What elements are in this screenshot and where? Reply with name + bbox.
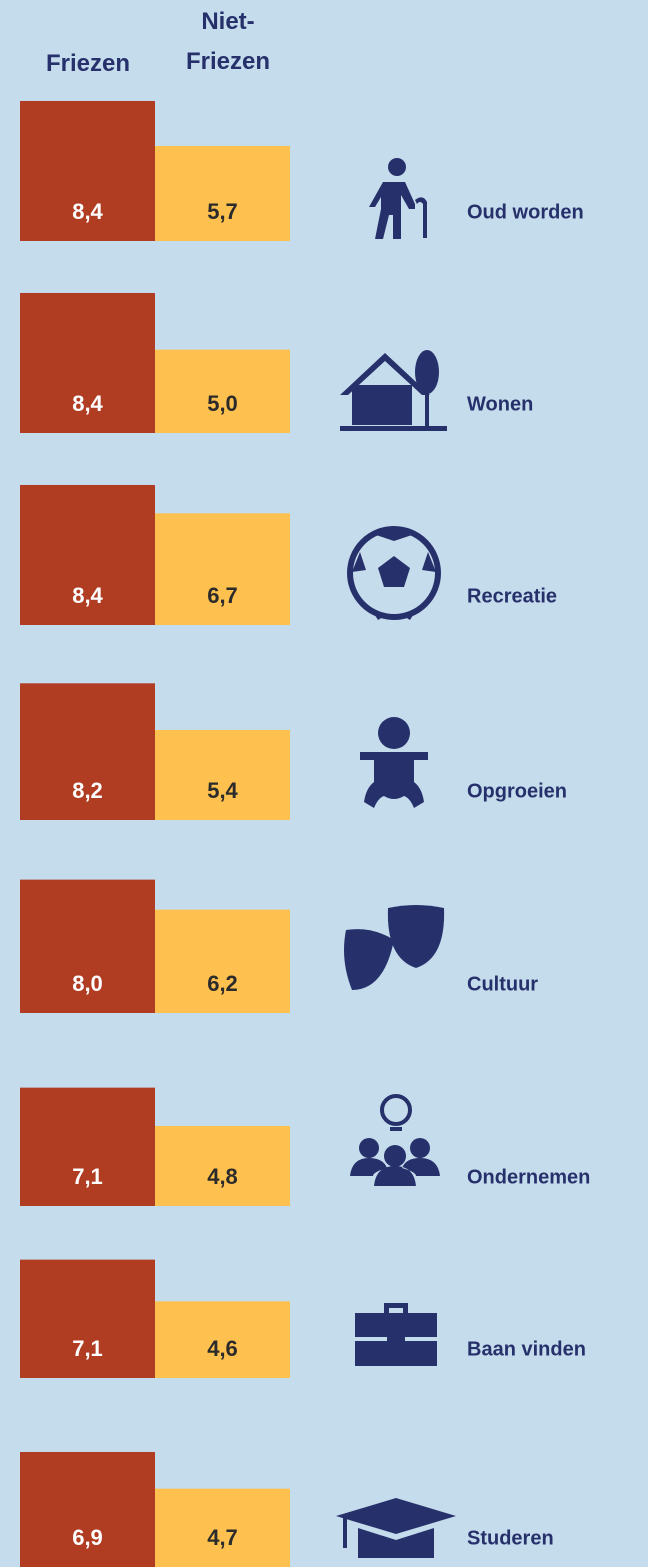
icon-baby (360, 717, 428, 808)
category-label: Baan vinden (467, 1338, 586, 1360)
bar (155, 1488, 290, 1567)
value-label: 4,6 (207, 1336, 238, 1361)
value-label: 8,4 (72, 583, 103, 608)
value-label: 5,0 (207, 391, 238, 416)
bar (155, 1301, 290, 1378)
category-label: Cultuur (467, 973, 538, 995)
value-label: 7,1 (72, 1164, 103, 1189)
bar (155, 909, 290, 1013)
value-label: 8,0 (72, 971, 103, 996)
value-label: 6,7 (207, 583, 238, 608)
icon-team (350, 1094, 440, 1186)
icon-ball (347, 526, 441, 620)
category-label: Recreatie (467, 585, 557, 607)
value-label: 8,2 (72, 778, 103, 803)
icon-house (340, 350, 447, 431)
category-label: Wonen (467, 393, 533, 415)
value-label: 7,1 (72, 1336, 103, 1361)
bar (155, 349, 290, 433)
category-label: Oud worden (467, 201, 584, 223)
legend-entry: Friezen (45, 50, 131, 77)
value-label: 6,2 (207, 971, 238, 996)
bar (20, 683, 155, 820)
bar (20, 1451, 155, 1567)
value-label: 4,8 (207, 1164, 238, 1189)
value-label: 5,7 (207, 199, 238, 224)
bar (155, 513, 290, 625)
bar (20, 100, 155, 241)
bar (20, 1259, 155, 1378)
value-label: 8,4 (72, 199, 103, 224)
bar (155, 1125, 290, 1206)
bar (155, 729, 290, 820)
value-label: 6,9 (72, 1525, 103, 1550)
icon-cap (336, 1498, 456, 1558)
category-label: Opgroeien (467, 780, 567, 802)
bar (155, 145, 290, 241)
value-label: 8,4 (72, 391, 103, 416)
legend-entry: Niet-Friezen (185, 8, 271, 75)
category-label: Ondernemen (467, 1166, 590, 1188)
bar (20, 292, 155, 433)
bar (20, 484, 155, 625)
icon-masks (344, 905, 445, 990)
bar (20, 879, 155, 1013)
icon-elderly (369, 158, 427, 239)
icons (336, 158, 456, 1558)
category-label: Studeren (467, 1527, 554, 1549)
value-label: 5,4 (207, 778, 238, 803)
icon-briefcase (355, 1303, 437, 1366)
value-label: 4,7 (207, 1525, 238, 1550)
bar (20, 1087, 155, 1206)
